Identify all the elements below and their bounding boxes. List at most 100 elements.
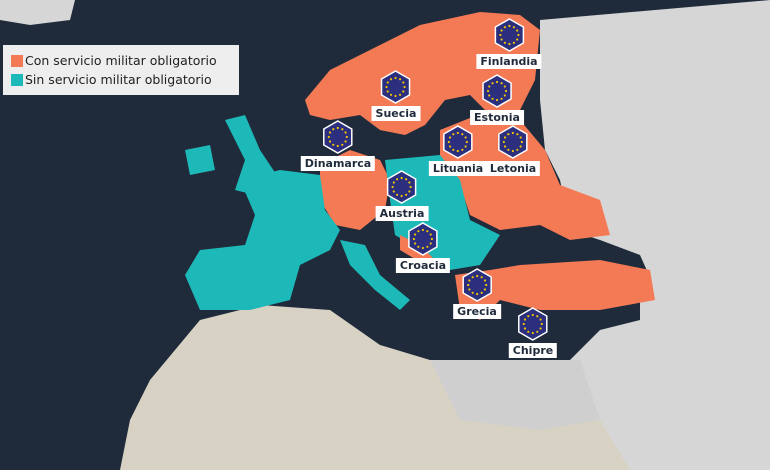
eu-star	[405, 193, 408, 196]
region-scandinavia	[305, 12, 540, 135]
eu-star	[396, 193, 399, 196]
country-label: Chipre	[508, 343, 558, 358]
eu-star	[491, 82, 494, 85]
country-label: Dinamarca	[300, 156, 376, 171]
eu-star	[394, 76, 398, 80]
legend-item-mandatory: Con servicio militar obligatorio	[11, 51, 239, 70]
eu-flag-hexagon-icon	[482, 74, 512, 108]
eu-star	[429, 242, 432, 245]
legend-label: Sin servicio militar obligatorio	[25, 72, 212, 87]
eu-star	[456, 131, 460, 135]
eu-star	[468, 279, 471, 282]
country-marker-finlandia: Finlandia	[476, 18, 542, 69]
eu-star	[507, 133, 510, 136]
eu-star	[464, 136, 467, 139]
eu-star	[417, 245, 420, 248]
eu-star	[390, 93, 393, 96]
country-marker-grecia: Grecia	[453, 268, 501, 319]
eu-star	[471, 276, 474, 279]
eu-star	[394, 94, 398, 98]
eu-star	[507, 42, 511, 46]
eu-star	[522, 322, 526, 326]
eu-star	[345, 135, 349, 139]
eu-star	[471, 291, 474, 294]
eu-star	[504, 89, 508, 93]
legend-swatch-teal	[11, 73, 23, 86]
country-label: Croacia	[395, 258, 451, 273]
eu-star	[464, 145, 467, 148]
map-legend: Con servicio militar obligatorio Sin ser…	[3, 45, 239, 95]
eu-star	[409, 185, 413, 189]
eu-star	[402, 90, 405, 93]
eu-star	[504, 136, 507, 139]
eu-star	[332, 143, 335, 146]
eu-star	[498, 33, 502, 37]
eu-star	[332, 128, 335, 131]
eu-star	[519, 145, 522, 148]
eu-star	[341, 143, 344, 146]
eu-star	[527, 315, 530, 318]
eu-star	[408, 181, 411, 184]
eu-star	[503, 94, 506, 97]
eu-star	[483, 279, 486, 282]
eu-star	[531, 331, 535, 335]
eu-star	[390, 78, 393, 81]
eu-star	[503, 41, 506, 44]
eu-star	[396, 178, 399, 181]
eu-star	[344, 140, 347, 143]
eu-star	[539, 318, 542, 321]
eu-star	[504, 145, 507, 148]
eu-star	[417, 230, 420, 233]
country-label: Lituania	[428, 161, 488, 176]
eu-star	[512, 26, 515, 29]
eu-flag-hexagon-icon	[381, 70, 411, 104]
eu-star	[503, 26, 506, 29]
eu-star	[516, 148, 519, 151]
eu-star	[385, 85, 389, 89]
eu-star	[536, 315, 539, 318]
eu-star	[480, 276, 483, 279]
region-baltics-poland-ukraine	[440, 118, 610, 240]
eu-star	[426, 245, 429, 248]
country-marker-estonia: Estonia	[470, 74, 524, 125]
region-greece-turkey	[455, 260, 655, 320]
eu-flag-hexagon-icon	[494, 18, 524, 52]
eu-star	[400, 176, 404, 180]
eu-star	[502, 140, 506, 144]
eu-star	[519, 136, 522, 139]
country-label: Austria	[375, 206, 429, 221]
eu-star	[515, 29, 518, 32]
legend-item-voluntary: Sin servicio militar obligatorio	[11, 70, 239, 89]
eu-star	[461, 148, 464, 151]
eu-star	[336, 144, 340, 148]
eu-star	[341, 128, 344, 131]
eu-star	[539, 327, 542, 330]
country-label: Grecia	[453, 304, 501, 319]
eu-star	[495, 98, 499, 102]
eu-star	[414, 233, 417, 236]
region-italy	[340, 240, 410, 310]
eu-star	[516, 133, 519, 136]
eu-star	[491, 97, 494, 100]
region-western-europe	[185, 170, 340, 310]
eu-star	[447, 140, 451, 144]
eu-star	[465, 140, 469, 144]
eu-star	[421, 228, 425, 232]
eu-star	[488, 94, 491, 97]
eu-star	[507, 24, 511, 28]
country-label: Estonia	[470, 110, 524, 125]
eu-star	[480, 291, 483, 294]
eu-star	[399, 78, 402, 81]
country-marker-croacia: Croacia	[395, 222, 451, 273]
region-british-isles	[185, 115, 280, 195]
eu-star	[387, 90, 390, 93]
eu-star	[426, 230, 429, 233]
eu-star	[329, 131, 332, 134]
eu-flag-hexagon-icon	[387, 170, 417, 204]
eu-star	[475, 292, 479, 296]
eu-star	[327, 135, 331, 139]
eu-star	[393, 181, 396, 184]
eu-star	[516, 33, 520, 37]
eu-flag-hexagon-icon	[518, 307, 548, 341]
eu-star	[500, 29, 503, 32]
